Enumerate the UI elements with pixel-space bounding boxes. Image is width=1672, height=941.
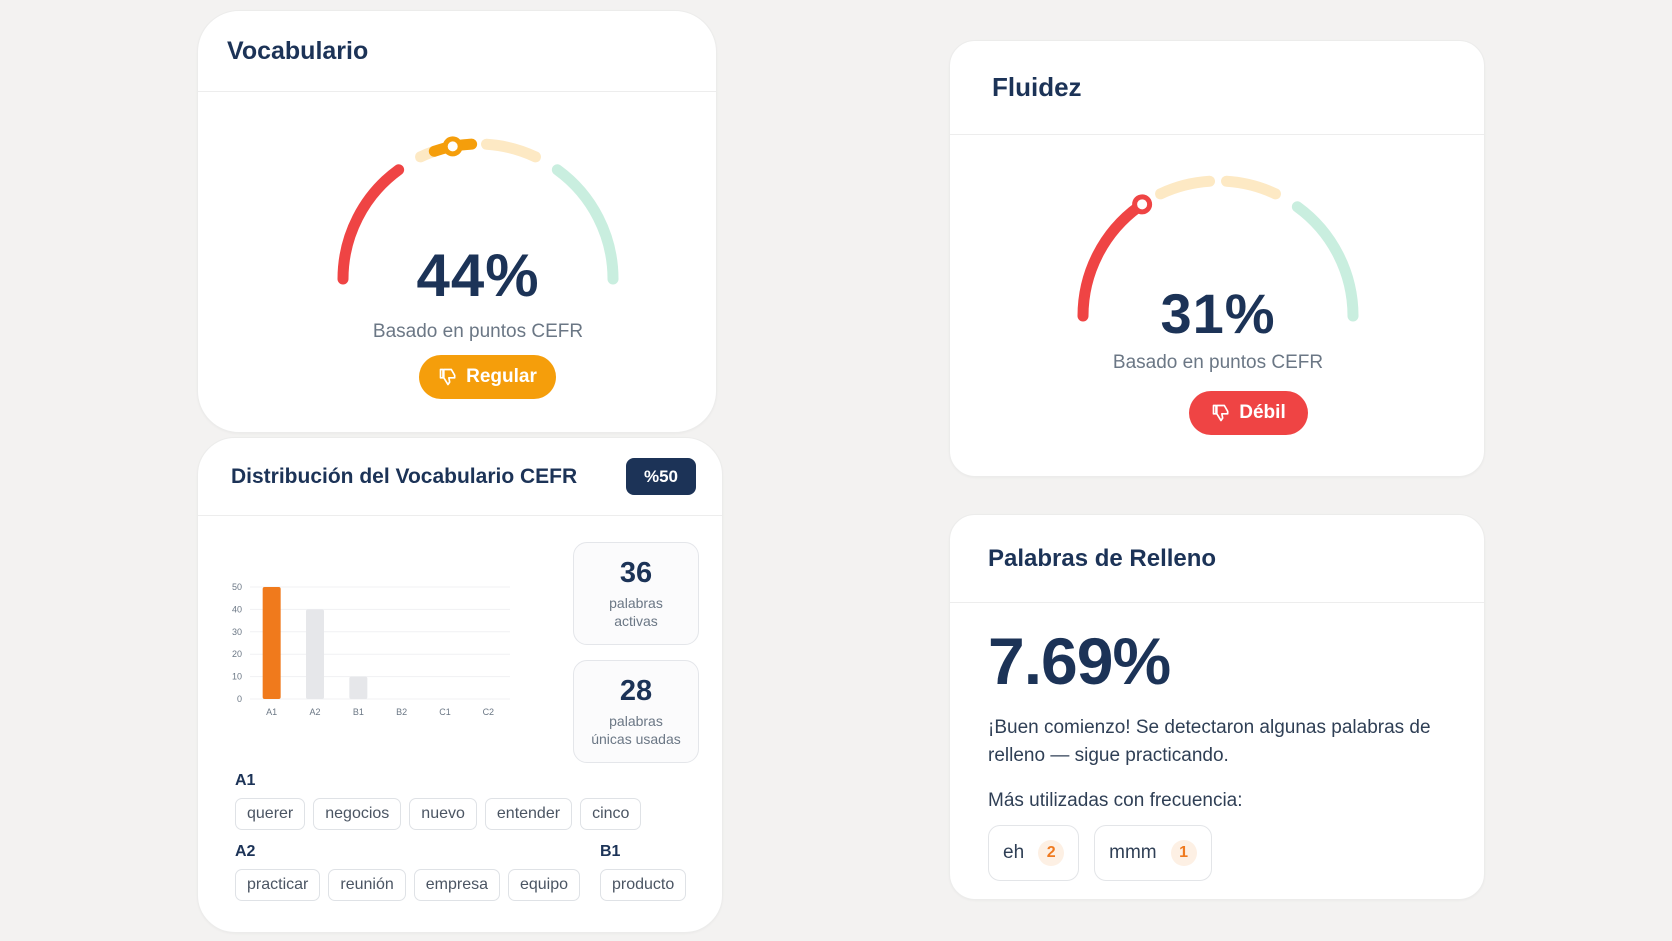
card-title: Vocabulario [227, 36, 369, 65]
filler-word-chip: mmm 1 [1094, 825, 1212, 881]
x-tick-label: C1 [439, 707, 451, 717]
stat-label: palabras únicas usadas [574, 712, 698, 748]
y-tick-label: 0 [237, 694, 242, 704]
card-title: Fluidez [992, 72, 1082, 102]
stat-value: 36 [619, 557, 653, 589]
card-title: Distribución del Vocabulario CEFR [231, 464, 578, 488]
y-tick-label: 50 [232, 582, 242, 592]
stat-label-line: únicas usadas [591, 731, 681, 747]
filler-count: 1 [1170, 840, 1197, 866]
word-chips-b1: producto [600, 869, 687, 901]
word-chips-a2: practicar reunión empresa equipo [235, 869, 581, 901]
gauge-segment [1077, 201, 1145, 322]
y-tick-label: 30 [232, 627, 242, 637]
gauge-segment [480, 138, 541, 163]
card-header: Vocabulario [198, 11, 716, 92]
word-chip: equipo [507, 869, 581, 901]
x-tick-label: B1 [353, 707, 364, 717]
word-chip: querer [235, 798, 306, 830]
gauge-arc [1077, 175, 1359, 322]
vocabulario-gauge: 44% Basado en puntos CEFR [328, 119, 628, 342]
gauge-marker-center [1137, 199, 1148, 210]
y-tick-label: 10 [232, 672, 242, 682]
bar-b1 [349, 676, 368, 699]
rating-badge: Débil [1189, 391, 1308, 435]
frequent-words: eh 2 mmm 1 [988, 825, 1212, 881]
vocabulario-card: Vocabulario 44% Basado en puntos CEFR Re… [197, 10, 717, 433]
level-label-a1: A1 [235, 772, 256, 789]
gauge-subtitle: Basado en puntos CEFR [1112, 352, 1324, 373]
word-chip: cinco [580, 798, 642, 830]
gauge-percent: 31% [1160, 282, 1276, 345]
gauge-segment [1291, 201, 1359, 322]
rating-label: Débil [1239, 402, 1286, 423]
filler-message: ¡Buen comienzo! Se detectaron algunas pa… [988, 717, 1431, 766]
y-tick-label: 20 [232, 649, 242, 659]
word-chip: entender [484, 798, 573, 830]
word-chip: practicar [235, 869, 321, 901]
filler-word: mmm [1109, 842, 1157, 863]
x-tick-label: B2 [396, 707, 407, 717]
stat-label-line: palabras [609, 713, 663, 729]
filler-percent: 7.69% [988, 624, 1171, 698]
word-chip: negocios [313, 798, 402, 830]
relleno-card: Palabras de Relleno 7.69% ¡Buen comienzo… [949, 514, 1485, 900]
gauge-arc [337, 136, 619, 285]
word-chip: reunión [328, 869, 406, 901]
thumbs-down-icon [439, 368, 456, 386]
x-tick-label: A2 [309, 707, 320, 717]
card-header: Palabras de Relleno [950, 515, 1484, 603]
thumbs-down-icon [1212, 404, 1229, 422]
level-label-b1: B1 [600, 843, 621, 860]
level-label-a2: A2 [235, 843, 256, 860]
stat-value: 28 [619, 675, 653, 707]
x-tick-label: A1 [266, 707, 277, 717]
rating-label: Regular [466, 366, 537, 387]
stat-label-line: palabras [609, 595, 663, 611]
rating-badge: Regular [419, 355, 556, 399]
word-chip: empresa [413, 869, 500, 901]
filler-word: eh [1003, 842, 1025, 863]
stat-active-words: 36 palabras activas [573, 542, 699, 645]
stat-label-line: activas [614, 613, 658, 629]
cefr-bar-chart: 0 10 20 30 40 50 A1 A2 B1 B2 C1 C2 [232, 582, 510, 717]
bar-a2 [306, 609, 324, 699]
card-header: Fluidez [950, 41, 1484, 135]
fluidez-card: Fluidez 31% Basado en puntos CEFR Débil [949, 40, 1485, 477]
distribucion-card: Distribución del Vocabulario CEFR %50 0 1… [197, 437, 723, 933]
gauge-segment [1155, 175, 1216, 200]
word-chips-a1: querer negocios nuevo entender cinco [235, 798, 642, 830]
card-header: Distribución del Vocabulario CEFR %50 [198, 438, 722, 516]
gauge-segment [337, 164, 405, 285]
cefr-percent-badge: %50 [626, 458, 696, 495]
fluidez-gauge: 31% Basado en puntos CEFR [1068, 156, 1368, 373]
filler-word-chip: eh 2 [988, 825, 1080, 881]
card-title: Palabras de Relleno [988, 544, 1217, 572]
gauge-marker-center [447, 141, 458, 152]
gauge-segment [1220, 175, 1281, 200]
gauge-segment [551, 164, 619, 285]
word-chip: producto [600, 869, 687, 901]
x-tick-label: C2 [483, 707, 495, 717]
y-tick-label: 40 [232, 604, 242, 614]
filler-count: 2 [1038, 840, 1065, 866]
frequent-label: Más utilizadas con frecuencia: [988, 790, 1243, 811]
bar-a1 [262, 587, 281, 699]
gauge-percent: 44% [416, 242, 540, 309]
stat-unique-words: 28 palabras únicas usadas [573, 660, 699, 763]
gauge-subtitle: Basado en puntos CEFR [372, 321, 584, 342]
word-chip: nuevo [409, 798, 477, 830]
stat-label: palabras activas [574, 594, 698, 630]
